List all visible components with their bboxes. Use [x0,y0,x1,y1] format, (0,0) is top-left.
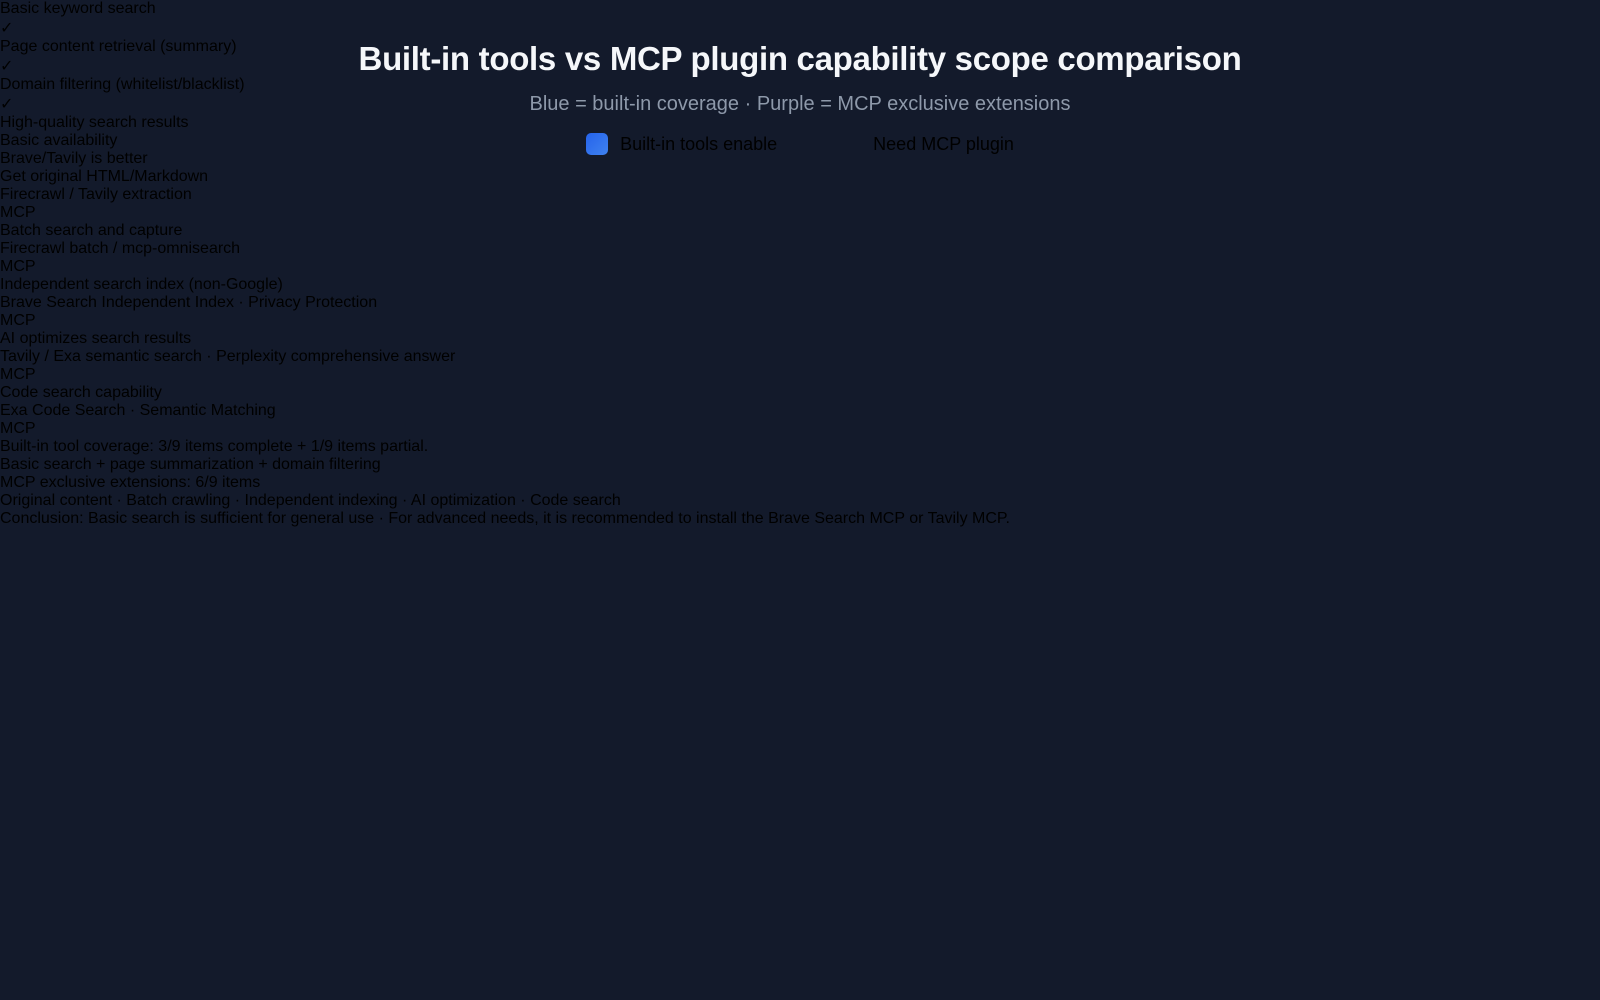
mcp-bar: Firecrawl / Tavily extraction [0,186,192,203]
row-label: Get original HTML/Markdown [0,168,209,185]
mcp-swatch-icon [839,133,861,155]
builtin-swatch-icon [586,133,609,155]
builtin-summary-title: Built-in tool coverage: 3/9 items comple… [0,438,429,455]
split-bar: Basic availability Brave/Tavily is bette… [0,132,1600,168]
builtin-segment: Basic availability [0,132,118,149]
row-page-content-retrieval: Page content retrieval (summary) ✓ [0,38,1600,76]
mcp-tag: MCP [0,258,36,275]
conclusion-text: Conclusion: Basic search is sufficient f… [0,510,1010,527]
legend-label-builtin: Built-in tools enable [620,133,778,154]
row-ai-optimized-results: AI optimizes search results Tavily / Exa… [0,330,1600,384]
check-icon: ✓ [0,20,14,37]
mcp-bar: Tavily / Exa semantic search · Perplexit… [0,348,456,365]
row-batch-search-capture: Batch search and capture Firecrawl batch… [0,222,1600,276]
mcp-segment: Brave/Tavily is better [0,150,148,167]
mcp-bar: Firecrawl batch / mcp-omnisearch [0,240,241,257]
row-label: Page content retrieval (summary) [0,38,237,55]
legend-item-builtin: Built-in tools enable [586,133,777,155]
mcp-tag: MCP [0,312,36,329]
row-label: Code search capability [0,384,162,401]
legend: Built-in tools enable Need MCP plugin [0,133,1600,155]
mcp-tag: MCP [0,204,36,221]
check-icon: ✓ [0,58,14,75]
row-label: Batch search and capture [0,222,183,239]
row-basic-keyword-search: Basic keyword search ✓ [0,0,1600,38]
check-icon: ✓ [0,96,14,113]
row-get-original-html: Get original HTML/Markdown Firecrawl / T… [0,168,1600,222]
mcp-bar: Brave Search Independent Index · Privacy… [0,294,378,311]
row-code-search: Code search capability Exa Code Search ·… [0,384,1600,438]
row-high-quality-results: High-quality search results Basic availa… [0,114,1600,168]
row-label: High-quality search results [0,114,189,131]
legend-item-mcp: Need MCP plugin [839,133,1014,155]
row-label: AI optimizes search results [0,330,192,347]
legend-label-mcp: Need MCP plugin [873,133,1014,154]
row-domain-filtering: Domain filtering (whitelist/blacklist) ✓ [0,76,1600,114]
builtin-summary-detail: Basic search + page summarization + doma… [0,456,381,473]
page-title: Built-in tools vs MCP plugin capability … [358,40,1242,77]
mcp-tag: MCP [0,366,36,383]
mcp-summary-detail: Original content · Batch crawling · Inde… [0,492,621,509]
row-independent-search-index: Independent search index (non-Google) Br… [0,276,1600,330]
row-label: Basic keyword search [0,0,156,17]
row-label: Domain filtering (whitelist/blacklist) [0,76,245,93]
mcp-tag: MCP [0,420,36,437]
mcp-summary-box: MCP exclusive extensions: 6/9 items Orig… [0,474,1600,510]
mcp-bar: Exa Code Search · Semantic Matching [0,402,276,419]
chart-subtitle: Blue = built-in coverage · Purple = MCP … [529,93,1071,115]
builtin-summary-box: Built-in tool coverage: 3/9 items comple… [0,438,1600,474]
row-label: Independent search index (non-Google) [0,276,283,293]
mcp-summary-title: MCP exclusive extensions: 6/9 items [0,474,261,491]
